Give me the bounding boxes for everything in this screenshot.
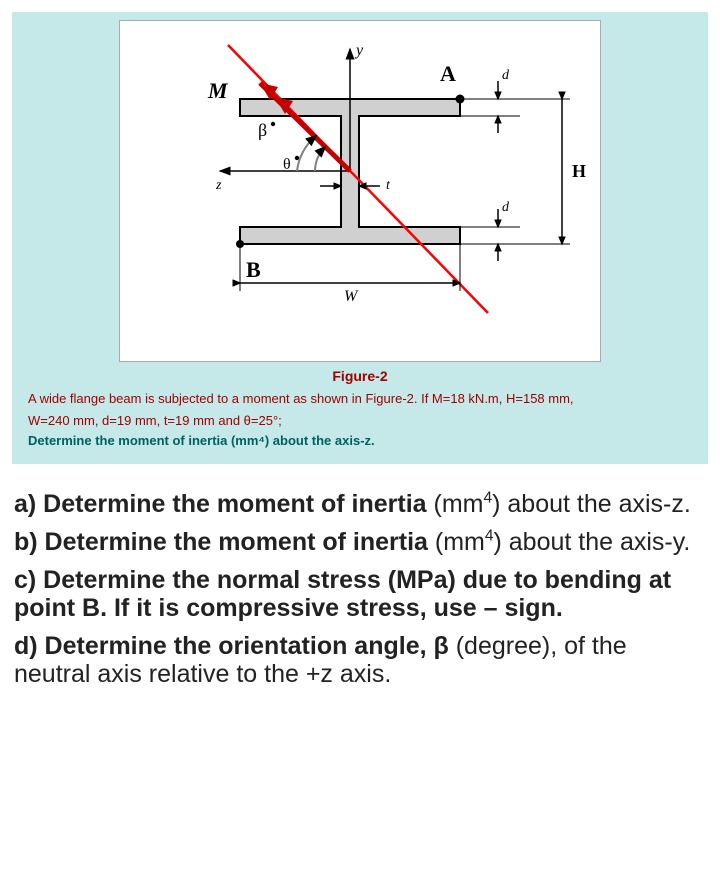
- svg-text:y: y: [354, 42, 364, 59]
- svg-text:θ: θ: [283, 156, 291, 173]
- question-b: b) Determine the moment of inertia (mm4)…: [14, 528, 706, 556]
- beam-diagram: y z M θ β A B: [119, 20, 601, 362]
- figure-caption: Figure-2: [28, 368, 692, 384]
- problem-panel: y z M θ β A B: [12, 12, 708, 464]
- svg-text:t: t: [386, 178, 391, 193]
- problem-instruction: Determine the moment of inertia (mm⁴) ab…: [28, 433, 692, 448]
- question-d: d) Determine the orientation angle, β (d…: [14, 632, 706, 688]
- questions-block: a) Determine the moment of inertia (mm4)…: [0, 476, 720, 698]
- svg-text:W: W: [344, 288, 359, 305]
- svg-text:A: A: [440, 61, 456, 86]
- question-c: c) Determine the normal stress (MPa) due…: [14, 566, 706, 622]
- problem-line-2: W=240 mm, d=19 mm, t=19 mm and θ=25°;: [28, 412, 692, 430]
- svg-text:z: z: [215, 178, 222, 193]
- svg-text:d: d: [502, 68, 510, 83]
- svg-text:d: d: [502, 200, 510, 215]
- figure-container: y z M θ β A B: [28, 20, 692, 362]
- svg-text:H: H: [572, 161, 586, 181]
- question-a: a) Determine the moment of inertia (mm4)…: [14, 490, 706, 518]
- svg-text:β: β: [258, 120, 267, 140]
- svg-text:B: B: [246, 257, 261, 282]
- svg-text:M: M: [207, 78, 229, 103]
- problem-line-1: A wide flange beam is subjected to a mom…: [28, 390, 692, 408]
